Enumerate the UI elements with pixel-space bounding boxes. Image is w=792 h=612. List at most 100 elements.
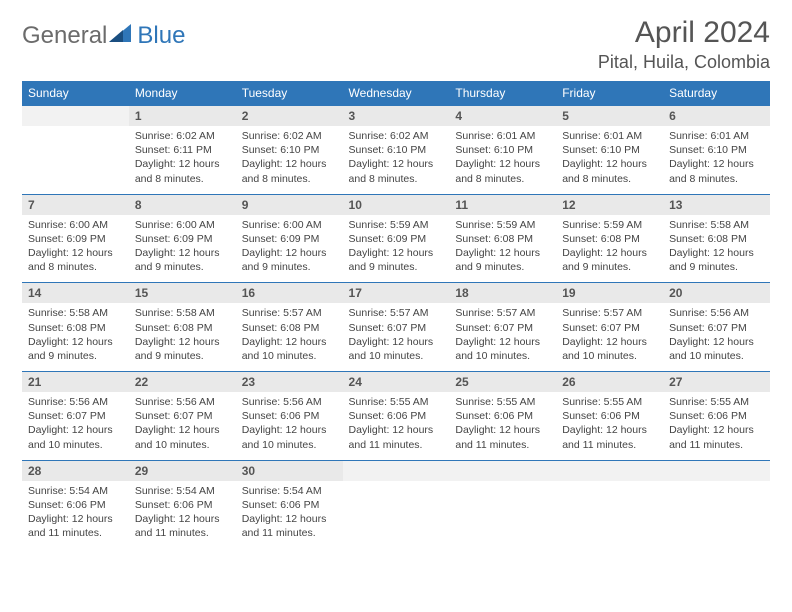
sunset-text: Sunset: 6:06 PM (135, 498, 230, 512)
sunset-text: Sunset: 6:07 PM (669, 321, 764, 335)
sunrise-text: Sunrise: 5:57 AM (455, 306, 550, 320)
sunrise-text: Sunrise: 6:02 AM (135, 129, 230, 143)
day-number (556, 460, 663, 481)
sunset-text: Sunset: 6:08 PM (242, 321, 337, 335)
location: Pital, Huila, Colombia (598, 52, 770, 73)
daylight-text-2: and 9 minutes. (562, 260, 657, 274)
daylight-text: Daylight: 12 hours (455, 157, 550, 171)
daylight-text: Daylight: 12 hours (135, 512, 230, 526)
day-cell: Sunrise: 6:02 AMSunset: 6:11 PMDaylight:… (129, 126, 236, 194)
day-number: 10 (343, 194, 450, 215)
day-number: 2 (236, 106, 343, 127)
daylight-text: Daylight: 12 hours (135, 157, 230, 171)
day-cell: Sunrise: 5:58 AMSunset: 6:08 PMDaylight:… (663, 215, 770, 283)
daylight-text: Daylight: 12 hours (135, 335, 230, 349)
page-header: General Blue April 2024 Pital, Huila, Co… (22, 16, 770, 73)
day-number: 18 (449, 283, 556, 304)
daylight-text-2: and 10 minutes. (669, 349, 764, 363)
sunset-text: Sunset: 6:06 PM (349, 409, 444, 423)
daylight-text: Daylight: 12 hours (135, 246, 230, 260)
day-cell: Sunrise: 6:00 AMSunset: 6:09 PMDaylight:… (129, 215, 236, 283)
sunrise-text: Sunrise: 5:54 AM (28, 484, 123, 498)
sunrise-text: Sunrise: 5:56 AM (135, 395, 230, 409)
daylight-text-2: and 11 minutes. (135, 526, 230, 540)
day-cell: Sunrise: 5:59 AMSunset: 6:08 PMDaylight:… (449, 215, 556, 283)
day-cell: Sunrise: 5:58 AMSunset: 6:08 PMDaylight:… (22, 303, 129, 371)
day-cell: Sunrise: 6:02 AMSunset: 6:10 PMDaylight:… (343, 126, 450, 194)
daylight-text: Daylight: 12 hours (28, 512, 123, 526)
day-number: 9 (236, 194, 343, 215)
day-cell: Sunrise: 6:01 AMSunset: 6:10 PMDaylight:… (663, 126, 770, 194)
day-cell: Sunrise: 5:56 AMSunset: 6:06 PMDaylight:… (236, 392, 343, 460)
daylight-text-2: and 9 minutes. (135, 349, 230, 363)
sunset-text: Sunset: 6:07 PM (349, 321, 444, 335)
day-cell: Sunrise: 5:56 AMSunset: 6:07 PMDaylight:… (129, 392, 236, 460)
day-number: 6 (663, 106, 770, 127)
sunrise-text: Sunrise: 6:01 AM (562, 129, 657, 143)
sunrise-text: Sunrise: 5:54 AM (242, 484, 337, 498)
sunset-text: Sunset: 6:06 PM (455, 409, 550, 423)
day-cell: Sunrise: 5:57 AMSunset: 6:07 PMDaylight:… (343, 303, 450, 371)
sunrise-text: Sunrise: 5:55 AM (455, 395, 550, 409)
daynum-row: 21222324252627 (22, 372, 770, 393)
day-cell (343, 481, 450, 549)
day-cell: Sunrise: 5:55 AMSunset: 6:06 PMDaylight:… (449, 392, 556, 460)
title-block: April 2024 Pital, Huila, Colombia (598, 16, 770, 73)
weekday-sunday: Sunday (22, 81, 129, 105)
day-number: 27 (663, 372, 770, 393)
daylight-text-2: and 8 minutes. (242, 172, 337, 186)
sunrise-text: Sunrise: 5:59 AM (562, 218, 657, 232)
content-row: Sunrise: 6:02 AMSunset: 6:11 PMDaylight:… (22, 126, 770, 194)
daylight-text-2: and 11 minutes. (455, 438, 550, 452)
day-number: 29 (129, 460, 236, 481)
sunrise-text: Sunrise: 5:59 AM (349, 218, 444, 232)
day-number (449, 460, 556, 481)
sunset-text: Sunset: 6:08 PM (669, 232, 764, 246)
daylight-text-2: and 11 minutes. (349, 438, 444, 452)
daylight-text: Daylight: 12 hours (562, 157, 657, 171)
sunrise-text: Sunrise: 5:55 AM (349, 395, 444, 409)
daylight-text-2: and 11 minutes. (28, 526, 123, 540)
day-number: 21 (22, 372, 129, 393)
sunrise-text: Sunrise: 5:56 AM (242, 395, 337, 409)
sunset-text: Sunset: 6:11 PM (135, 143, 230, 157)
logo-text-blue: Blue (137, 22, 185, 50)
sunrise-text: Sunrise: 5:54 AM (135, 484, 230, 498)
sunset-text: Sunset: 6:06 PM (242, 409, 337, 423)
day-number: 3 (343, 106, 450, 127)
weekday-saturday: Saturday (663, 81, 770, 105)
weekday-monday: Monday (129, 81, 236, 105)
daylight-text-2: and 8 minutes. (562, 172, 657, 186)
calendar-body: 123456Sunrise: 6:02 AMSunset: 6:11 PMDay… (22, 105, 770, 548)
daylight-text: Daylight: 12 hours (562, 246, 657, 260)
weekday-tuesday: Tuesday (236, 81, 343, 105)
content-row: Sunrise: 5:58 AMSunset: 6:08 PMDaylight:… (22, 303, 770, 371)
weekday-wednesday: Wednesday (343, 81, 450, 105)
daylight-text-2: and 9 minutes. (455, 260, 550, 274)
daylight-text-2: and 11 minutes. (669, 438, 764, 452)
day-number: 4 (449, 106, 556, 127)
daylight-text-2: and 10 minutes. (135, 438, 230, 452)
day-number: 5 (556, 106, 663, 127)
day-number: 17 (343, 283, 450, 304)
sunrise-text: Sunrise: 6:01 AM (455, 129, 550, 143)
content-row: Sunrise: 5:54 AMSunset: 6:06 PMDaylight:… (22, 481, 770, 549)
daylight-text-2: and 10 minutes. (242, 438, 337, 452)
sunrise-text: Sunrise: 6:02 AM (349, 129, 444, 143)
day-cell: Sunrise: 5:56 AMSunset: 6:07 PMDaylight:… (22, 392, 129, 460)
daylight-text-2: and 8 minutes. (135, 172, 230, 186)
day-cell: Sunrise: 5:59 AMSunset: 6:09 PMDaylight:… (343, 215, 450, 283)
daylight-text-2: and 10 minutes. (455, 349, 550, 363)
daylight-text: Daylight: 12 hours (349, 246, 444, 260)
sunset-text: Sunset: 6:06 PM (562, 409, 657, 423)
day-number: 14 (22, 283, 129, 304)
daylight-text: Daylight: 12 hours (349, 335, 444, 349)
sunset-text: Sunset: 6:06 PM (242, 498, 337, 512)
sunset-text: Sunset: 6:08 PM (135, 321, 230, 335)
day-cell (449, 481, 556, 549)
daylight-text-2: and 10 minutes. (349, 349, 444, 363)
sunrise-text: Sunrise: 6:00 AM (242, 218, 337, 232)
day-number: 7 (22, 194, 129, 215)
day-number (22, 106, 129, 127)
day-number (663, 460, 770, 481)
